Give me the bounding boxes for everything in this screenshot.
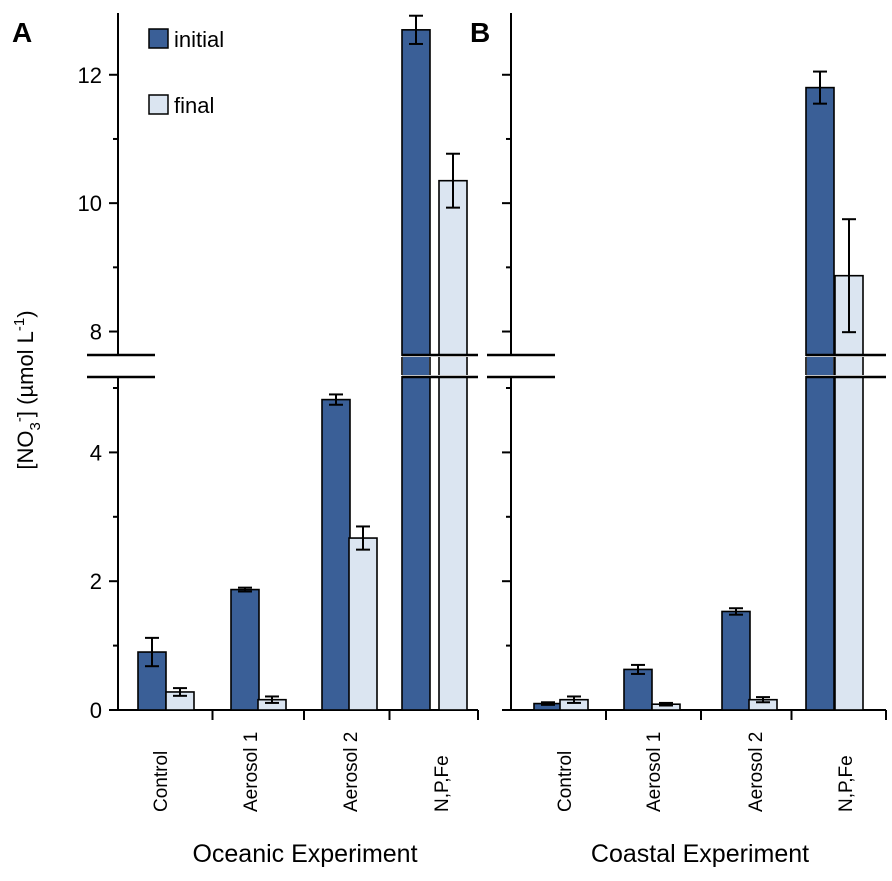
legend-swatch-initial xyxy=(148,28,169,49)
legend-label-final: final xyxy=(174,93,214,118)
panel-a-category-label: Control xyxy=(151,751,172,812)
bar-final xyxy=(834,274,864,711)
legend-label-initial: initial xyxy=(174,27,224,52)
panel-b-category-label: N,P,Fe xyxy=(836,755,857,812)
bar-break-fill xyxy=(403,357,429,375)
y-tick-label: 12 xyxy=(78,63,102,88)
axis-break-gap xyxy=(87,356,478,376)
y-tick-label: 10 xyxy=(78,191,102,216)
bar-initial xyxy=(321,398,351,711)
axis-break-gap xyxy=(487,356,886,376)
bar-initial xyxy=(230,588,260,711)
bar-break-fill xyxy=(807,357,833,375)
legend: initial final xyxy=(148,27,224,118)
bar-final xyxy=(348,537,378,711)
panel-b-category-labels: Control Aerosol 1 Aerosol 2 N,P,Fe xyxy=(555,732,857,812)
panel-b-category-label: Aerosol 2 xyxy=(746,732,767,812)
panel-b-bars xyxy=(487,70,886,711)
bar-initial xyxy=(137,651,167,711)
bar-initial xyxy=(805,86,835,711)
panel-a-category-label: N,P,Fe xyxy=(432,755,453,812)
y-tick-label: 4 xyxy=(90,440,102,465)
panel-a-category-labels: Control Aerosol 1 Aerosol 2 N,P,Fe xyxy=(151,732,453,812)
panel-b-category-label: Aerosol 1 xyxy=(644,732,665,812)
bar-break-fill xyxy=(440,357,466,375)
legend-swatch-final xyxy=(148,94,169,115)
panel-a-category-label: Aerosol 1 xyxy=(241,732,262,812)
panel-a-category-label: Aerosol 2 xyxy=(341,732,362,812)
panel-a-bars xyxy=(87,14,478,711)
panel-b-title: Coastal Experiment xyxy=(591,840,809,868)
y-tick-label: 8 xyxy=(90,320,102,345)
bar-initial xyxy=(721,610,751,711)
panel-b: B Control Aerosol 1 Aerosol 2 N,P,Fe Coa… xyxy=(470,13,887,868)
y-axis-label: [NO3-] (µmol L-1) xyxy=(11,310,44,469)
panel-b-category-label: Control xyxy=(555,751,576,812)
bar-final xyxy=(438,179,468,711)
panel-b-letter: B xyxy=(470,17,490,48)
panel-a-title: Oceanic Experiment xyxy=(192,840,417,868)
bar-initial xyxy=(623,668,653,711)
panel-a-letter: A xyxy=(12,17,32,48)
y-tick-label: 2 xyxy=(90,569,102,594)
bar-break-fill xyxy=(836,357,862,375)
y-tick-label: 0 xyxy=(90,698,102,723)
panel-a: A 0 2 4 8 10 12 Control Aerosol 1 Aerosol 2 N… xyxy=(12,13,479,868)
